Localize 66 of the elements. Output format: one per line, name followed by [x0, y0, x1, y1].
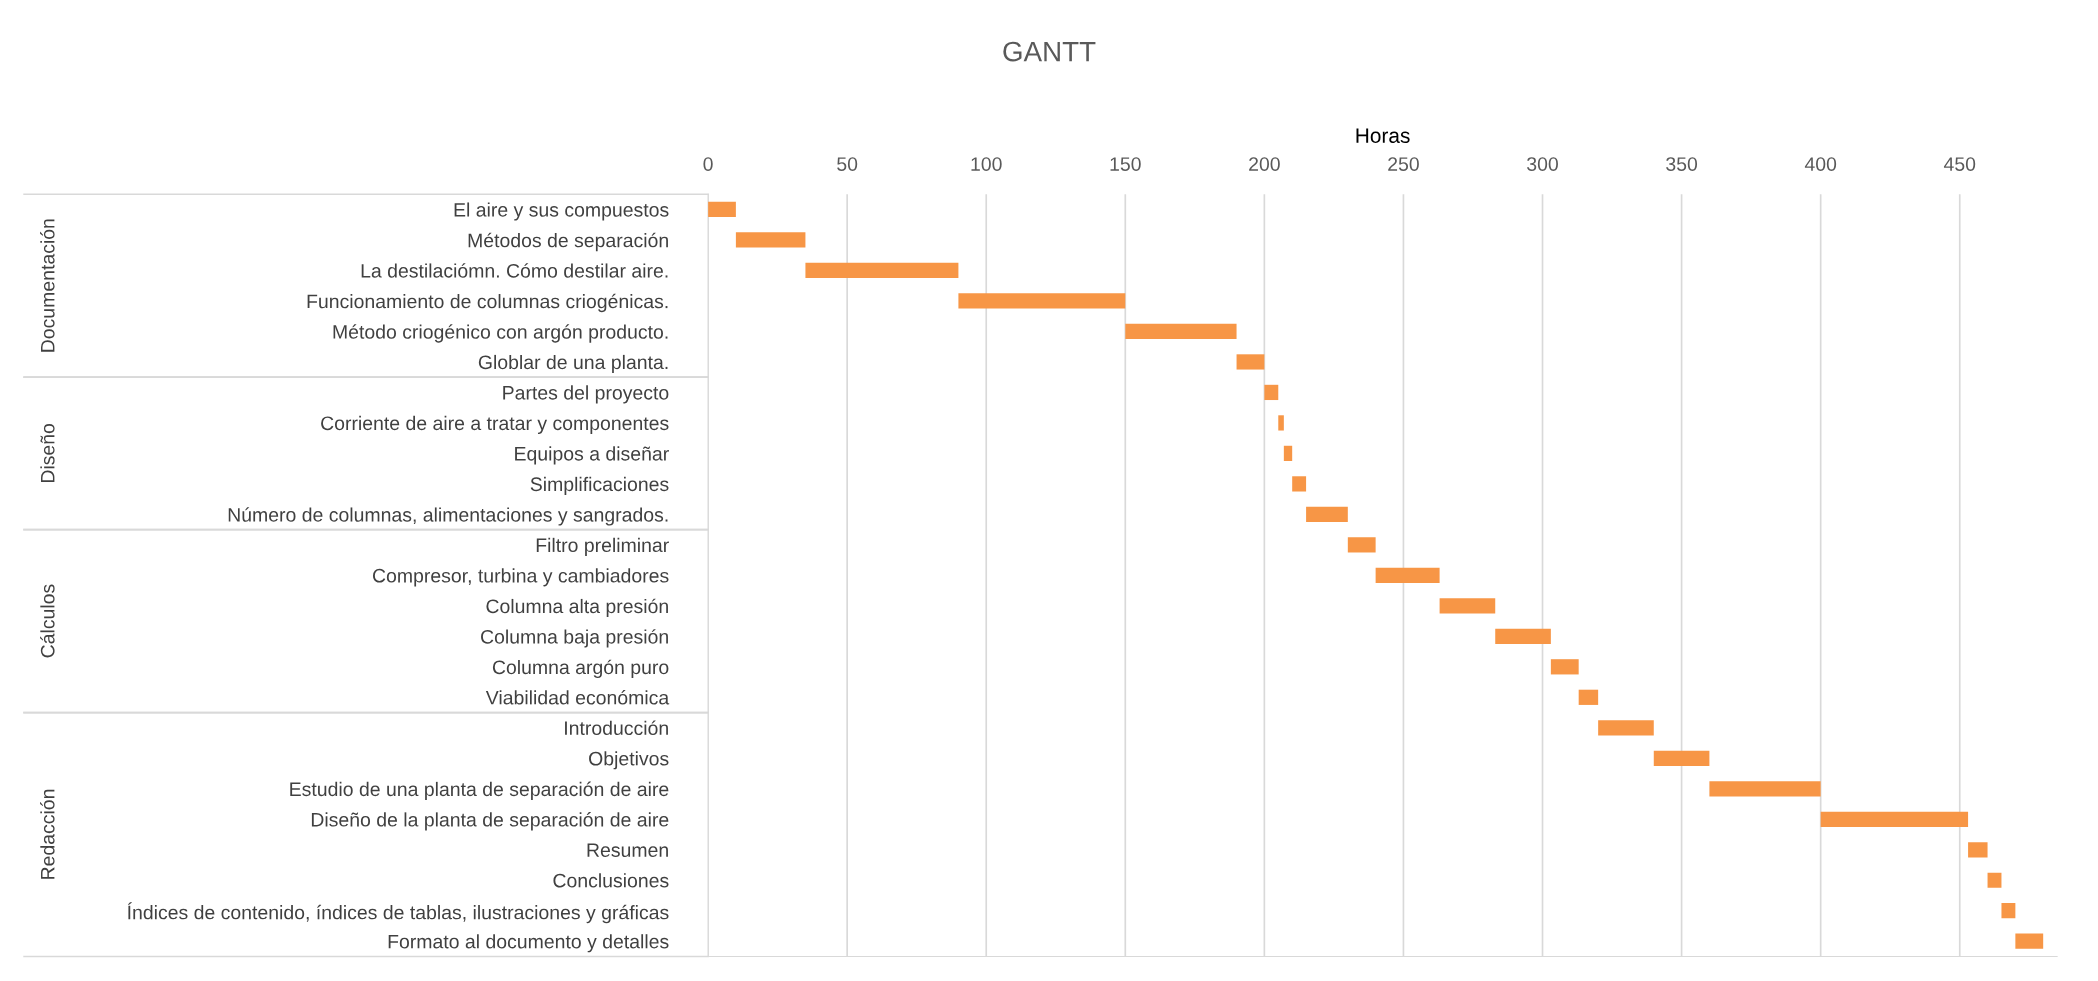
y-tick-label: Compresor, turbina y cambiadores — [372, 568, 669, 587]
bar — [1125, 323, 1237, 340]
y-tick-label: Columna baja presión — [481, 629, 668, 648]
x-tick-label: 450 — [1943, 157, 1976, 171]
y-tick-label: Filtro preliminar — [536, 537, 669, 556]
y-tick-label: Diseño de la planta de separación de aire — [311, 812, 669, 831]
bar — [1306, 506, 1348, 522]
bar — [1550, 659, 1579, 675]
bar — [1820, 811, 1969, 827]
bar — [2001, 903, 2016, 919]
x-tick-label: 150 — [1110, 157, 1141, 171]
y-tick-label: Resumen — [587, 843, 668, 857]
y-tick-label: Objetivos — [589, 751, 669, 770]
chart-title: GANTT — [1003, 41, 1096, 62]
y-tick-label: Funcionamiento de columnas criogénicas. — [307, 293, 668, 313]
bar — [1598, 720, 1654, 736]
y-tick-label: Formato al documento y detalles — [388, 934, 669, 953]
y-tick-label: Corriente de aire a tratar y componentes — [321, 415, 669, 434]
y-tick-label: Simplificaciones — [530, 476, 669, 495]
x-axis-title: Horas — [1356, 128, 1410, 143]
bar — [1278, 415, 1284, 431]
y-tick-label: Globlar de una planta. — [478, 354, 668, 374]
bar — [1439, 598, 1496, 614]
y-tick-label: Índices de contenido, índices de tablas, ilustraciones y gráficas — [127, 902, 669, 924]
bar — [1578, 689, 1599, 705]
bar — [1987, 872, 2002, 888]
y-tick-label: Conclusiones — [553, 873, 669, 888]
x-tick-label: 50 — [837, 157, 858, 171]
y-tick-label: Viabilidad económica — [485, 690, 670, 705]
y-tick-label: Columna alta presión — [486, 598, 668, 618]
y-tick-label: Partes del proyecto — [503, 385, 669, 404]
bar — [735, 232, 806, 248]
x-tick-label: 350 — [1666, 157, 1698, 171]
bar — [1347, 537, 1376, 553]
y-tick-label: Método criogénico con argón producto. — [333, 324, 668, 343]
y-tick-label: Equipos a diseñar — [515, 446, 669, 465]
x-tick-label: 400 — [1804, 157, 1837, 171]
bar — [1264, 384, 1279, 401]
y-tick-label: El aire y sus compuestos — [454, 202, 669, 221]
bar — [1375, 567, 1440, 583]
x-tick-label: 300 — [1527, 157, 1558, 171]
bar — [1653, 750, 1710, 766]
bar — [1292, 476, 1307, 492]
y-tick-label: Introducción — [565, 720, 668, 736]
y-tick-label: Estudio de una planta de separación de aire — [290, 781, 669, 800]
bar — [1968, 842, 1988, 858]
bar — [2015, 933, 2044, 949]
bar — [1709, 781, 1821, 797]
y-tick-label: Número de columnas, alimentaciones y sangrados. — [228, 507, 668, 526]
y-tick-label: La destilaciómn. Cómo destilar aire. — [361, 263, 668, 278]
x-tick-label: 100 — [971, 157, 1002, 171]
bar — [708, 201, 736, 218]
bar — [1236, 354, 1265, 370]
bar — [805, 262, 959, 279]
text: Redacción — [40, 789, 55, 879]
bar — [958, 293, 1126, 309]
bar — [1283, 445, 1293, 462]
text: Documentación — [40, 219, 55, 352]
y-tick-label: Métodos de separación — [468, 232, 668, 252]
x-tick-label: 250 — [1388, 157, 1419, 171]
x-tick-label: 0 — [703, 157, 713, 171]
text: Cálculos — [40, 584, 55, 658]
bar — [1495, 628, 1551, 644]
text: Diseño — [40, 423, 55, 483]
x-tick-label: 200 — [1249, 157, 1280, 171]
y-tick-label: Columna argón puro — [492, 659, 669, 679]
